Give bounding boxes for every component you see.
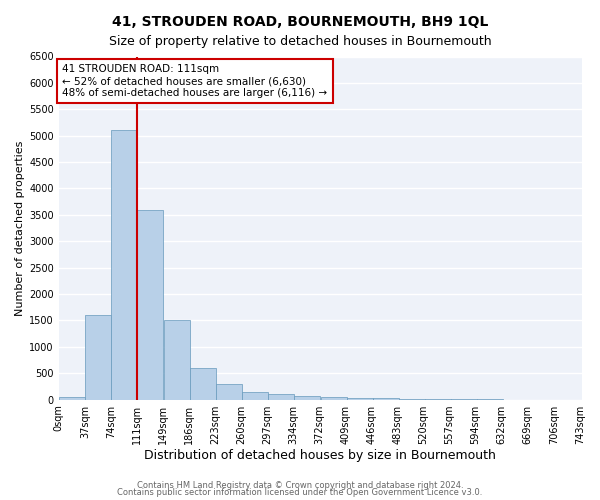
Text: Contains public sector information licensed under the Open Government Licence v3: Contains public sector information licen… <box>118 488 482 497</box>
Bar <box>85 315 111 400</box>
Bar <box>373 398 399 400</box>
Bar <box>111 130 137 400</box>
X-axis label: Distribution of detached houses by size in Bournemouth: Distribution of detached houses by size … <box>145 450 496 462</box>
Bar <box>242 392 268 400</box>
Text: 41 STROUDEN ROAD: 111sqm
← 52% of detached houses are smaller (6,630)
48% of sem: 41 STROUDEN ROAD: 111sqm ← 52% of detach… <box>62 64 328 98</box>
Bar <box>216 384 242 400</box>
Bar <box>347 398 373 400</box>
Bar <box>59 397 85 400</box>
Bar <box>268 394 294 400</box>
Bar <box>164 320 190 400</box>
Bar <box>190 368 216 400</box>
Text: Size of property relative to detached houses in Bournemouth: Size of property relative to detached ho… <box>109 35 491 48</box>
Text: Contains HM Land Registry data © Crown copyright and database right 2024.: Contains HM Land Registry data © Crown c… <box>137 480 463 490</box>
Text: 41, STROUDEN ROAD, BOURNEMOUTH, BH9 1QL: 41, STROUDEN ROAD, BOURNEMOUTH, BH9 1QL <box>112 15 488 29</box>
Bar <box>320 397 347 400</box>
Bar <box>399 399 425 400</box>
Bar <box>137 210 163 400</box>
Bar <box>294 396 320 400</box>
Y-axis label: Number of detached properties: Number of detached properties <box>15 140 25 316</box>
